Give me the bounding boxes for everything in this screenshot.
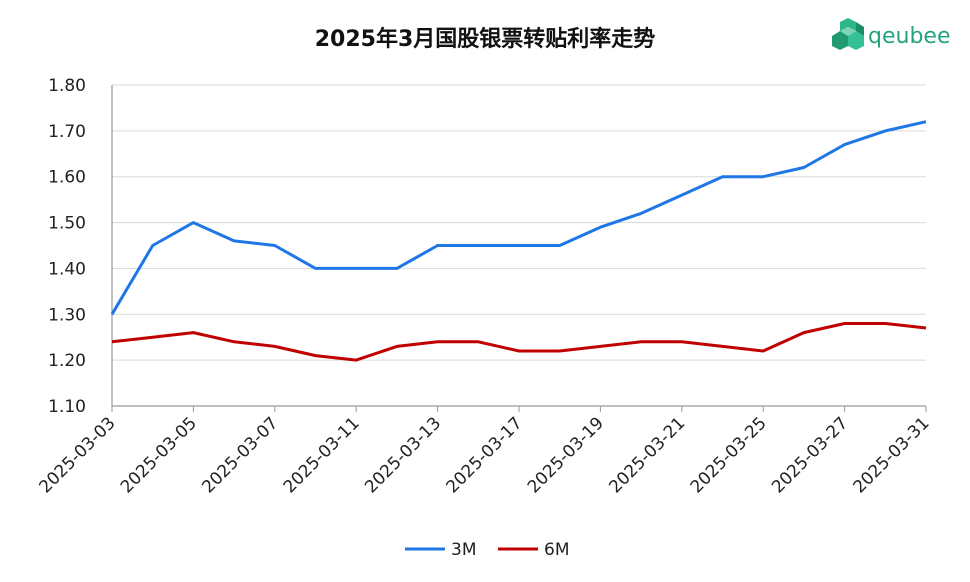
x-tick-label: 2025-03-07 <box>198 413 282 497</box>
x-tick-label: 2025-03-25 <box>687 413 771 497</box>
legend-label: 3M <box>451 540 476 560</box>
y-tick-label: 1.60 <box>48 168 86 188</box>
brand-logo: qeubee <box>832 18 950 50</box>
x-tick-label: 2025-03-05 <box>117 413 201 497</box>
legend: 3M 6M <box>405 540 569 560</box>
y-tick-label: 1.20 <box>48 351 86 371</box>
series-lines <box>110 120 927 362</box>
y-tick-label: 1.70 <box>48 122 86 142</box>
cube-logo-icon <box>832 18 864 50</box>
x-tick-label: 2025-03-27 <box>768 413 852 497</box>
brand-name: qeubee <box>868 24 950 49</box>
x-tick-label: 2025-03-03 <box>36 413 120 497</box>
y-tick-label: 1.10 <box>48 397 86 417</box>
x-tick-label: 2025-03-13 <box>361 413 445 497</box>
chart-title: 2025年3月国股银票转贴利率走势 <box>315 26 656 52</box>
x-tick-label: 2025-03-11 <box>280 413 364 497</box>
series-line-3m <box>110 120 927 316</box>
x-tick-label: 2025-03-17 <box>443 413 527 497</box>
x-tick-label: 2025-03-19 <box>524 413 608 497</box>
y-axis: 1.10 1.20 1.30 1.40 1.50 1.60 1.70 1.80 <box>48 76 113 417</box>
x-axis: 2025-03-032025-03-052025-03-072025-03-11… <box>36 405 934 497</box>
legend-label: 6M <box>544 540 569 560</box>
y-tick-label: 1.30 <box>48 305 86 325</box>
y-tick-label: 1.80 <box>48 76 86 96</box>
x-tick-label: 2025-03-21 <box>605 413 689 497</box>
x-tick-label: 2025-03-31 <box>850 413 934 497</box>
y-tick-label: 1.40 <box>48 259 86 279</box>
grid-lines <box>112 84 926 361</box>
series-line-6m <box>111 322 927 362</box>
y-tick-label: 1.50 <box>48 214 86 234</box>
